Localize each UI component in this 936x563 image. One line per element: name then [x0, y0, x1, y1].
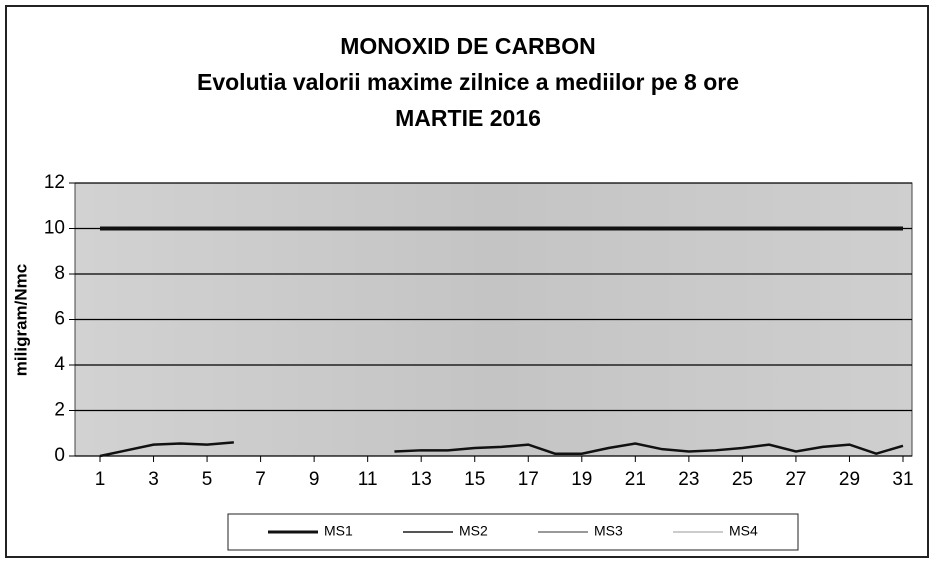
x-tick-label: 13: [411, 469, 432, 490]
x-tick-label: 1: [95, 469, 106, 490]
y-tick-label: 4: [54, 354, 65, 375]
y-tick-label: 10: [44, 218, 65, 239]
x-tick-label: 23: [678, 469, 699, 490]
x-tick-label: 29: [839, 469, 860, 490]
y-tick-label: 2: [54, 400, 65, 421]
x-tick-label: 15: [464, 469, 485, 490]
y-tick-label: 6: [54, 309, 65, 330]
x-tick-label: 21: [625, 469, 646, 490]
chart-subtitle: MARTIE 2016: [395, 105, 541, 131]
x-tick-label: 5: [202, 469, 213, 490]
series-line: [394, 442, 904, 456]
y-tick-label: 12: [44, 172, 65, 193]
legend-label: MS4: [729, 523, 758, 539]
x-tick-label: 25: [732, 469, 753, 490]
series-line: [99, 441, 234, 458]
y-tick-label: 0: [54, 445, 65, 466]
x-tick-label: 27: [785, 469, 806, 490]
y-axis-label: miligram/Nmc: [11, 264, 30, 376]
x-tick-label: 7: [255, 469, 266, 490]
legend-label: MS3: [594, 523, 623, 539]
x-tick-label: 11: [358, 469, 378, 490]
y-tick-label: 8: [54, 263, 65, 284]
legend-label: MS1: [324, 523, 353, 539]
x-tick-label: 3: [148, 469, 159, 490]
x-tick-label: 9: [309, 469, 320, 490]
x-tick-label: 17: [518, 469, 539, 490]
legend-label: MS2: [459, 523, 488, 539]
x-tick-label: 19: [571, 469, 592, 490]
chart-subtitle: Evolutia valorii maxime zilnice a mediil…: [197, 69, 739, 95]
x-tick-label: 31: [892, 469, 913, 490]
chart-title: MONOXID DE CARBON: [340, 33, 596, 59]
